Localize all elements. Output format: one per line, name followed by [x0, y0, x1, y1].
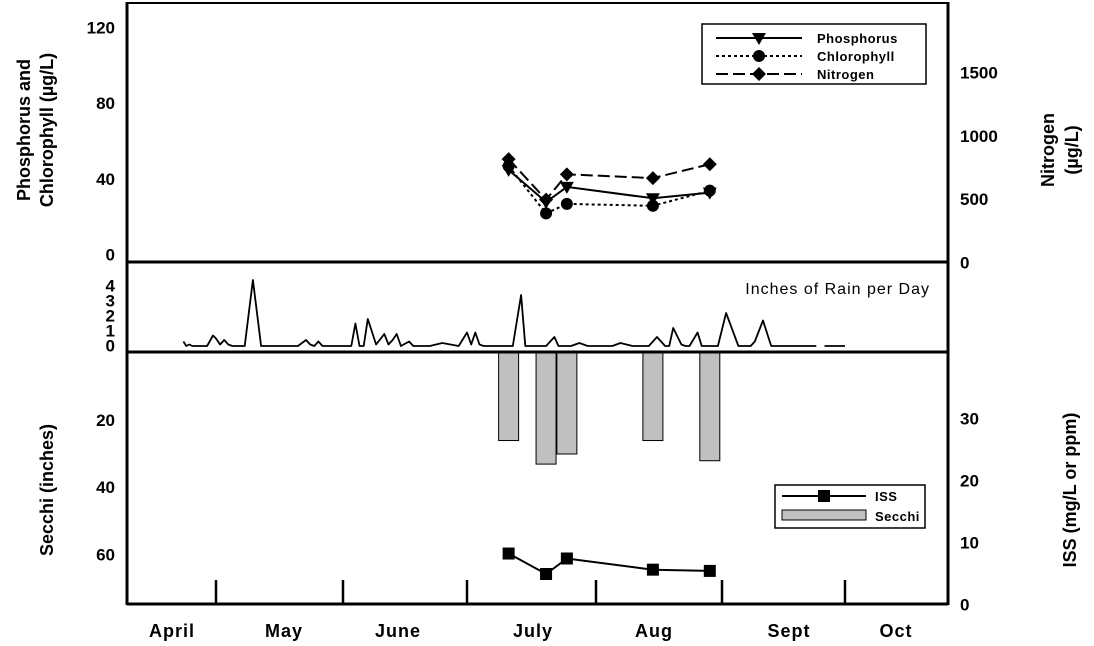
chlorophyll-point-5 — [703, 184, 716, 197]
phosphorus-point-3 — [559, 181, 574, 194]
month-label-june: June — [375, 621, 421, 641]
legend-phosphorus-marker — [752, 33, 766, 45]
secchi-bar-4 — [642, 352, 664, 442]
bottom-legend: ISS Secchi — [774, 484, 926, 529]
month-label-april: April — [149, 621, 195, 641]
secchi-tick-40: 40 — [96, 478, 115, 497]
chlorophyll-point-3 — [560, 197, 573, 210]
month-label-sept: Sept — [767, 621, 810, 641]
legend-secchi-label: Secchi — [875, 509, 920, 524]
iss-point-3 — [560, 552, 573, 565]
legend-chlorophyll-marker — [753, 50, 765, 62]
top-right-tick-1500: 1500 — [960, 64, 998, 83]
secchi-bar-1 — [498, 352, 520, 442]
nitrogen-point-1 — [501, 152, 516, 167]
top-right-axis-title-line1: Nitrogen — [1038, 113, 1058, 187]
secchi-bar-5 — [699, 352, 721, 462]
top-left-axis-title-line1: Phosphorus and — [14, 59, 34, 201]
legend-phosphorus-label: Phosphorus — [817, 31, 898, 46]
chlorophyll-point-4 — [646, 199, 659, 212]
top-right-tick-500: 500 — [960, 190, 988, 209]
data-markers — [501, 152, 717, 580]
month-label-oct: Oct — [879, 621, 912, 641]
chlorophyll-point-2 — [540, 207, 553, 220]
iss-line — [508, 552, 710, 576]
month-label-july: July — [513, 621, 553, 641]
legend-nitrogen-label: Nitrogen — [817, 67, 874, 82]
rain-panel-label: Inches of Rain per Day — [745, 281, 930, 298]
iss-point-2 — [540, 568, 553, 580]
nitrogen-point-5 — [702, 157, 717, 172]
top-right-axis-title: Nitrogen (µg/L) — [1038, 113, 1082, 187]
rain-tick-3: 3 — [106, 292, 115, 311]
iss-tick-30: 30 — [960, 410, 979, 429]
iss-point-1 — [502, 547, 515, 560]
top-left-tick-120: 120 — [87, 19, 115, 38]
month-ticks: April May June July Aug Sept Oct — [149, 580, 912, 641]
nitrogen-line — [507, 158, 711, 202]
secchi-tick-20: 20 — [96, 411, 115, 430]
legend-iss-marker — [818, 490, 830, 502]
legend-iss-label: ISS — [875, 489, 897, 504]
secchi-tick-60: 60 — [96, 546, 115, 565]
chlorophyll-line — [507, 165, 711, 215]
top-right-tick-1000: 1000 — [960, 127, 998, 146]
legend-nitrogen-marker — [752, 67, 766, 81]
plot-frame — [125, 2, 950, 606]
top-left-tick-80: 80 — [96, 94, 115, 113]
top-left-tick-0: 0 — [106, 246, 115, 265]
iss-tick-0: 0 — [960, 596, 969, 615]
rain-tick-2: 2 — [106, 307, 115, 326]
secchi-bar-2 — [535, 352, 557, 465]
legend-secchi-swatch — [781, 509, 867, 521]
iss-tick-20: 20 — [960, 472, 979, 491]
nitrogen-point-4 — [645, 171, 660, 186]
secchi-bars — [498, 352, 721, 465]
iss-axis-title: ISS (mg/L or ppm) — [1060, 413, 1080, 568]
rain-series — [182, 279, 845, 347]
nitrogen-point-2 — [539, 192, 554, 207]
phosphorus-point-4 — [645, 193, 660, 206]
month-label-may: May — [265, 621, 303, 641]
phosphorus-line — [507, 169, 710, 204]
secchi-axis-title: Secchi (inches) — [37, 424, 57, 556]
iss-tick-10: 10 — [960, 534, 979, 553]
secchi-bar-3 — [556, 352, 578, 455]
top-right-axis-title-line2: (µg/L) — [1062, 125, 1082, 174]
rain-line — [182, 279, 817, 347]
top-left-axis-title-line2: Chlorophyll (µg/L) — [37, 53, 57, 207]
iss-point-5 — [703, 564, 716, 577]
rain-tick-1: 1 — [106, 322, 115, 341]
rain-tick-0: 0 — [106, 337, 115, 356]
top-left-axis-title: Phosphorus and Chlorophyll (µg/L) — [14, 53, 57, 207]
top-left-tick-40: 40 — [96, 170, 115, 189]
nitrogen-point-3 — [559, 167, 574, 182]
month-label-aug: Aug — [635, 621, 673, 641]
top-right-tick-0: 0 — [960, 254, 969, 273]
bottom-legend-box — [774, 484, 926, 529]
iss-point-4 — [646, 563, 659, 576]
legend-chlorophyll-label: Chlorophyll — [817, 49, 895, 64]
top-legend: Phosphorus Chlorophyll Nitrogen — [701, 23, 927, 85]
rain-tick-4: 4 — [106, 277, 116, 296]
